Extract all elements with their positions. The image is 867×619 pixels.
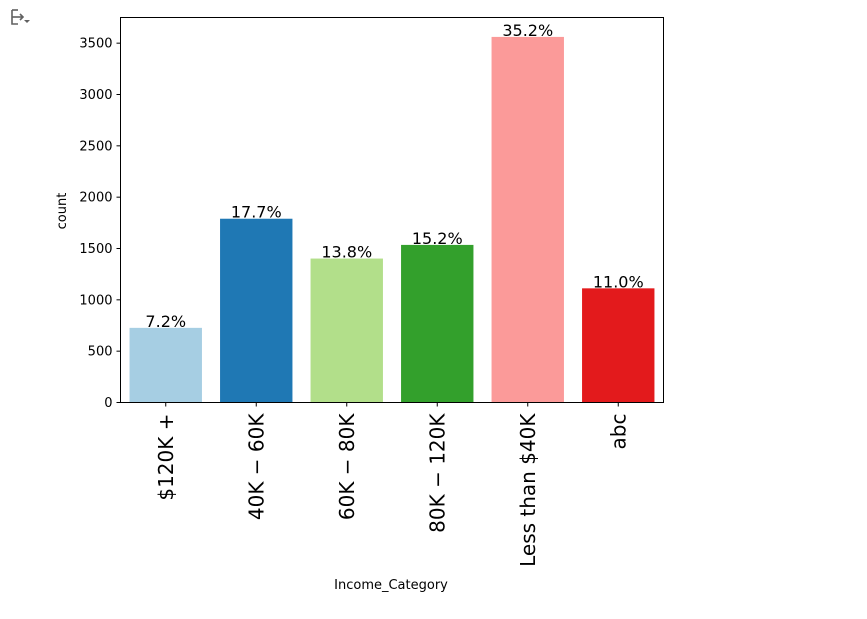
x-tick-label: $120K +	[154, 414, 178, 501]
x-tick-label: 40K − 60K	[244, 413, 268, 520]
bar	[582, 288, 655, 403]
y-tick-label: 1500	[79, 242, 112, 257]
bar	[310, 258, 383, 403]
bar	[491, 36, 564, 403]
data-label: 13.8%	[321, 243, 372, 262]
y-tick-label: 500	[88, 345, 113, 360]
y-tick-label: 1000	[79, 293, 112, 308]
y-tick-label: 2000	[79, 191, 112, 206]
x-tick-label: 60K − 80K	[335, 413, 359, 520]
data-label: 11.0%	[593, 272, 644, 291]
data-label: 17.7%	[231, 203, 282, 222]
bar	[220, 218, 293, 403]
x-axis-ticks: $120K + 40K − 60K 60K − 80K 80K − 120K Less …	[154, 402, 630, 567]
plot-frame	[120, 17, 664, 403]
data-labels: 7.2% 17.7% 13.8% 15.2% 35.2% 11.0%	[145, 21, 643, 331]
y-tick-label: 0	[104, 396, 112, 411]
y-axis-ticks: 0 500 1000 1500 2000 2500 3000 3500	[79, 37, 121, 411]
x-tick-label: abc	[606, 414, 630, 450]
bars-layer	[129, 36, 655, 403]
y-axis-label: count	[55, 193, 70, 230]
data-label: 35.2%	[502, 21, 553, 40]
x-tick-label: Less than $40K	[516, 413, 540, 567]
x-tick-label: 80K − 120K	[425, 413, 449, 533]
data-label: 15.2%	[412, 229, 463, 248]
y-tick-label: 3000	[79, 88, 112, 103]
y-tick-label: 3500	[79, 37, 112, 52]
y-tick-label: 2500	[79, 139, 112, 154]
output-options-icon[interactable]	[10, 8, 32, 26]
data-label: 7.2%	[145, 312, 186, 331]
bar	[401, 244, 474, 403]
bar	[129, 327, 202, 403]
x-axis-label: Income_Category	[334, 578, 448, 593]
